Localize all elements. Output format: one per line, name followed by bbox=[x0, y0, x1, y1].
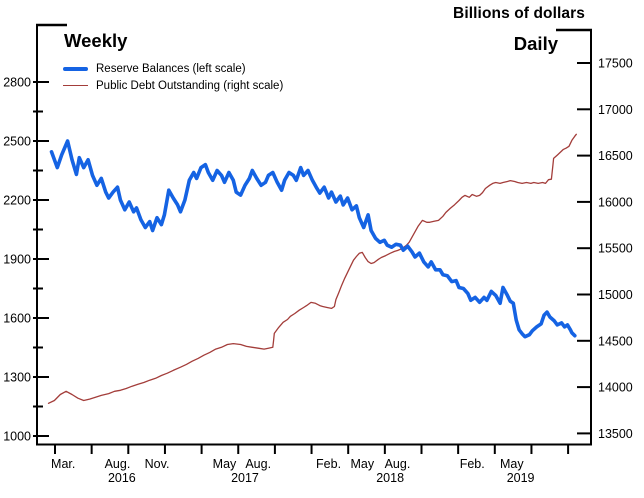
x-axis-year-label: 2016 bbox=[108, 471, 136, 485]
left-frequency-label: Weekly bbox=[64, 30, 128, 51]
left-axis-tick-label: 1300 bbox=[3, 371, 31, 385]
x-axis-month-label: May bbox=[500, 457, 524, 471]
right-axis-tick-label: 15500 bbox=[598, 242, 633, 256]
x-axis-year-label: 2017 bbox=[231, 471, 259, 485]
right-axis-tick-label: 13500 bbox=[598, 427, 633, 441]
left-axis-tick-label: 1000 bbox=[3, 430, 31, 444]
right-axis-tick-label: 16000 bbox=[598, 195, 633, 209]
x-axis-month-label: Feb. bbox=[316, 457, 341, 471]
right-axis-tick-label: 14500 bbox=[598, 334, 633, 348]
x-axis-year-label: 2018 bbox=[376, 471, 404, 485]
x-axis-month-label: Mar. bbox=[51, 457, 75, 471]
right-axis-tick-label: 17500 bbox=[598, 57, 633, 71]
legend-label-public-debt: Public Debt Outstanding (right scale) bbox=[96, 79, 284, 92]
legend-label-reserve-balances: Reserve Balances (left scale) bbox=[96, 62, 246, 75]
right-axis-tick-label: 16500 bbox=[598, 149, 633, 163]
public-debt-line bbox=[47, 133, 577, 404]
left-axis-tick-label: 2500 bbox=[3, 135, 31, 149]
left-axis-tick-label: 2200 bbox=[3, 194, 31, 208]
x-axis-month-label: May bbox=[350, 457, 374, 471]
right-axis-tick-label: 17000 bbox=[598, 103, 633, 117]
public-debt-line-swatch bbox=[63, 84, 88, 87]
legend-item-public-debt: Public Debt Outstanding (right scale) bbox=[63, 77, 283, 94]
x-axis-year-label: 2019 bbox=[507, 471, 535, 485]
reserve-balances-line bbox=[49, 139, 577, 339]
x-axis-month-label: Aug. bbox=[105, 457, 131, 471]
x-axis-month-label: May bbox=[213, 457, 237, 471]
legend: Reserve Balances (left scale) Public Deb… bbox=[63, 60, 283, 94]
left-axis-tick-label: 1900 bbox=[3, 253, 31, 267]
right-axis-tick-label: 15000 bbox=[598, 288, 633, 302]
x-axis-month-label: Nov. bbox=[145, 457, 170, 471]
x-axis-month-label: Feb. bbox=[460, 457, 485, 471]
right-frequency-label: Daily bbox=[513, 33, 558, 54]
x-axis-month-label: Aug. bbox=[245, 457, 271, 471]
right-axis-tick-label: 14000 bbox=[598, 381, 633, 395]
left-axis-tick-label: 1600 bbox=[3, 312, 31, 326]
reserve-balances-line-swatch bbox=[63, 66, 88, 71]
left-axis-tick-label: 2800 bbox=[3, 76, 31, 90]
x-axis-month-label: Aug. bbox=[385, 457, 411, 471]
legend-item-reserve-balances: Reserve Balances (left scale) bbox=[63, 60, 283, 77]
axis-units-title: Billions of dollars bbox=[453, 5, 585, 22]
